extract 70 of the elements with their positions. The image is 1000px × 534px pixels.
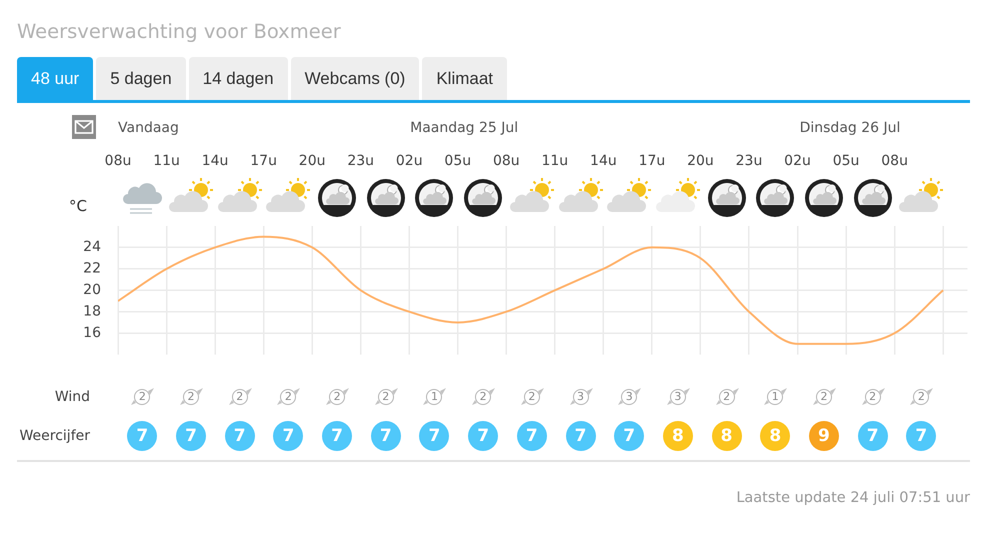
y-axis-title: °C <box>69 197 87 215</box>
line-series <box>118 236 944 345</box>
data-label: 3 <box>674 390 682 403</box>
y-tick-label: 20 <box>83 282 101 298</box>
data-label: 7 <box>477 426 490 446</box>
x-tick-label: 08u <box>104 153 132 170</box>
data-label: 3 <box>626 390 633 403</box>
y-tick-label: 16 <box>83 324 102 341</box>
data-label: 2 <box>284 390 292 403</box>
data-label: 7 <box>380 426 392 446</box>
data-label: 2 <box>869 390 876 403</box>
x-tick-label: 08u <box>492 153 520 170</box>
data-label: 7 <box>234 426 246 446</box>
x-tick-label: 14u <box>202 153 228 170</box>
x-tick-label: 17u <box>638 153 666 170</box>
x-tick-label: 08u <box>881 153 908 170</box>
data-label: 2 <box>188 390 195 403</box>
y-tick-label: 18 <box>83 303 101 320</box>
data-label: 2 <box>820 390 828 403</box>
text: Webcams (0) <box>304 68 406 90</box>
x-tick-label: 11u <box>153 153 180 170</box>
data-label: 8 <box>672 426 684 446</box>
chart-title: Weersverwachting voor Boxmeer <box>17 19 341 45</box>
x-tick-label: 02u <box>396 153 423 170</box>
y-tick-label: 22 <box>83 260 101 277</box>
data-label: 7 <box>136 426 148 446</box>
x-tick-label: 05u <box>444 153 472 170</box>
text: Vandaag <box>118 119 179 137</box>
data-label: 7 <box>428 426 440 446</box>
data-label: 7 <box>915 426 928 446</box>
data-label: 9 <box>818 426 830 446</box>
x-tick-label: 02u <box>784 153 811 170</box>
data-label: 3 <box>577 390 584 403</box>
data-label: 7 <box>623 426 636 446</box>
data-label: 8 <box>769 426 782 446</box>
text: Klimaat <box>436 68 494 90</box>
text: 14 dagen <box>202 68 274 90</box>
data-label: 7 <box>526 426 538 446</box>
data-label: 2 <box>236 390 244 403</box>
data-label: 2 <box>382 390 390 403</box>
x-tick-label: 17u <box>250 153 277 170</box>
text: Maandag 25 Jul <box>410 119 518 137</box>
data-label: 2 <box>528 390 536 403</box>
x-tick-label: 05u <box>832 153 860 170</box>
data-label: 1 <box>772 390 779 403</box>
data-label: 2 <box>138 390 146 403</box>
x-tick-label: 11u <box>541 153 568 170</box>
data-label: 8 <box>720 426 732 446</box>
data-label: 7 <box>282 426 294 446</box>
data-label: 2 <box>480 390 487 403</box>
data-label: 7 <box>331 426 343 446</box>
data-label: 1 <box>430 390 438 403</box>
text: 5 dagen <box>110 68 172 90</box>
x-tick-label: 23u <box>347 153 374 170</box>
data-label: 2 <box>918 390 925 403</box>
x-tick-label: 14u <box>590 153 617 170</box>
x-tick-label: 20u <box>298 153 326 170</box>
y-tick-label: 24 <box>83 239 102 256</box>
text: Dinsdag 26 Jul <box>800 119 900 137</box>
data-label: 2 <box>723 390 730 403</box>
data-label: 7 <box>866 426 879 446</box>
text: 48 uur <box>31 68 80 90</box>
text: Laatste update 24 juli 07:51 uur <box>736 489 970 507</box>
data-label: 7 <box>185 426 197 446</box>
x-tick-label: 23u <box>736 153 762 170</box>
data-label: 7 <box>574 426 586 446</box>
x-tick-label: 20u <box>687 153 714 170</box>
text: Wind <box>54 388 90 406</box>
data-label: 2 <box>334 390 341 403</box>
text: Weercijfer <box>20 427 90 445</box>
